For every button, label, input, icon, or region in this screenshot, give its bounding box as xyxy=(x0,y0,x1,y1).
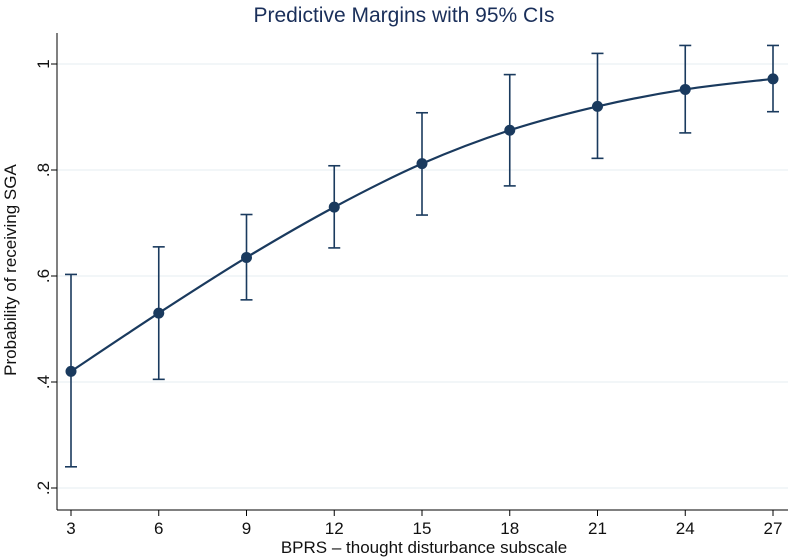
x-tick-label: 3 xyxy=(66,519,75,538)
y-tick-label: 1 xyxy=(34,59,53,68)
x-tick-label: 21 xyxy=(588,519,607,538)
y-axis-label: Probability of receiving SGA xyxy=(1,164,20,376)
data-point xyxy=(768,73,779,84)
y-tick-label: .8 xyxy=(34,163,53,177)
data-point xyxy=(66,366,77,377)
chart: Predictive Margins with 95% CIs Probabil… xyxy=(0,0,789,557)
x-tick-label: 15 xyxy=(413,519,432,538)
data-point xyxy=(417,158,428,169)
x-tick-label: 18 xyxy=(500,519,519,538)
y-tick-label: .2 xyxy=(34,481,53,495)
y-tick-label: .6 xyxy=(34,269,53,283)
x-tick-label: 6 xyxy=(154,519,163,538)
data-point xyxy=(592,101,603,112)
data-point xyxy=(680,84,691,95)
axes: .2 .4 .6 .8 1 3 6 9 12 15 18 21 24 27 xyxy=(34,33,788,538)
x-tick-label: 9 xyxy=(242,519,251,538)
chart-title: Predictive Margins with 95% CIs xyxy=(253,4,554,27)
x-tick-label: 27 xyxy=(764,519,783,538)
data-point xyxy=(241,252,252,263)
x-tick-label: 24 xyxy=(676,519,695,538)
y-tick-label: .4 xyxy=(34,375,53,389)
data-point xyxy=(329,202,340,213)
data-point xyxy=(504,125,515,136)
x-tick-label: 12 xyxy=(325,519,344,538)
x-axis-label: BPRS – thought disturbance subscale xyxy=(281,538,567,557)
error-bars xyxy=(65,45,779,466)
data-point xyxy=(153,308,164,319)
